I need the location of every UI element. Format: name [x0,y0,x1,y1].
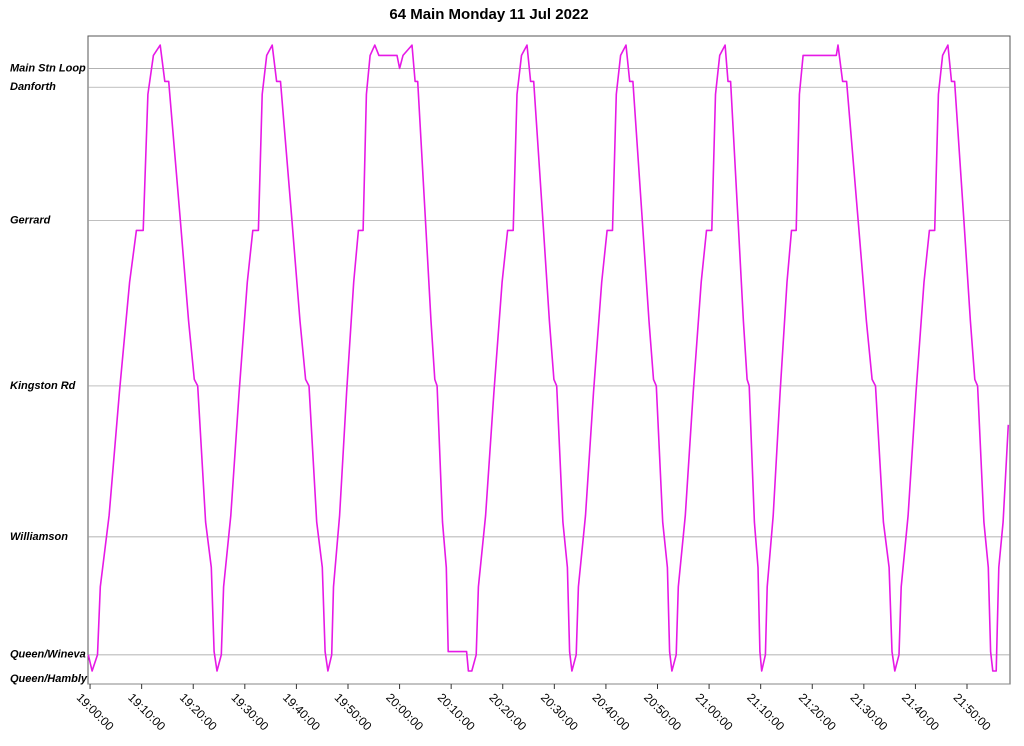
y-tick-label: Gerrard [10,215,51,227]
y-tick-label: Kingston Rd [10,380,76,392]
y-tick-label: Queen/Hambly [10,673,88,685]
y-tick-label: Danforth [10,81,56,93]
chart-title: 64 Main Monday 11 Jul 2022 [389,6,588,23]
x-tick-label: 21:50:00 [951,690,994,733]
x-tick-label: 20:40:00 [590,690,633,733]
x-tick-label: 21:10:00 [744,690,787,733]
trip-line [87,44,1010,672]
plot-frame [87,35,1011,685]
x-tick-label: 21:00:00 [693,690,736,733]
x-tick-label: 21:20:00 [796,690,839,733]
x-tick-label: 19:20:00 [177,690,220,733]
x-tick-label: 21:30:00 [847,690,890,733]
y-tick-label: Williamson [10,531,68,543]
x-tick-label: 20:20:00 [486,690,529,733]
x-tick-label: 19:30:00 [228,690,271,733]
y-tick-label: Main Stn Loop [10,62,86,74]
x-tick-label: 21:40:00 [899,690,942,733]
x-tick-label: 20:00:00 [383,690,426,733]
x-tick-label: 19:10:00 [125,690,168,733]
x-tick-label: 19:00:00 [74,690,117,733]
x-tick-label: 20:50:00 [641,690,684,733]
x-tick-label: 20:10:00 [435,690,478,733]
y-tick-label: Queen/Wineva [10,649,86,661]
x-tick-label: 20:30:00 [538,690,581,733]
x-tick-label: 19:40:00 [280,690,323,733]
x-tick-label: 19:50:00 [332,690,375,733]
